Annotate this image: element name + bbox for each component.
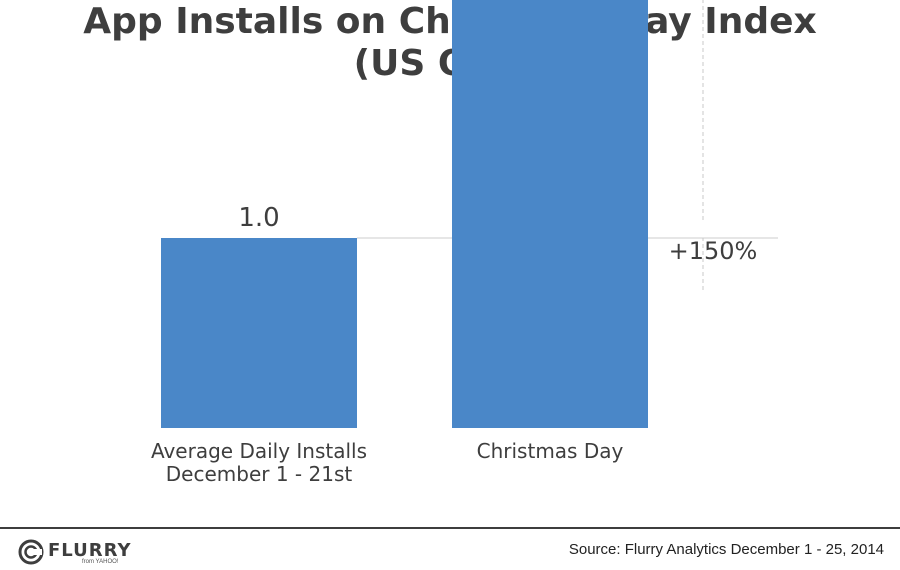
bar-value-label-1: 1.0 [238, 203, 279, 233]
footer-divider [0, 527, 900, 529]
source-note: Source: Flurry Analytics December 1 - 25… [568, 541, 884, 558]
category-label-2-line-1: Christmas Day [477, 439, 624, 463]
category-label-1-line-2: December 1 - 21st [166, 462, 353, 486]
category-label-1-line-1: Average Daily Installs [151, 439, 367, 463]
logo-wordmark: FLURRY [48, 540, 132, 561]
bar-2 [452, 0, 648, 428]
flurry-logo-icon [18, 539, 44, 565]
logo-subtext: from YAHOO! [82, 559, 119, 565]
increase-annotation: +150% [669, 237, 758, 265]
bar-1 [161, 238, 357, 428]
chart-title-line1: App Installs on Christmas Day Index [83, 1, 817, 42]
